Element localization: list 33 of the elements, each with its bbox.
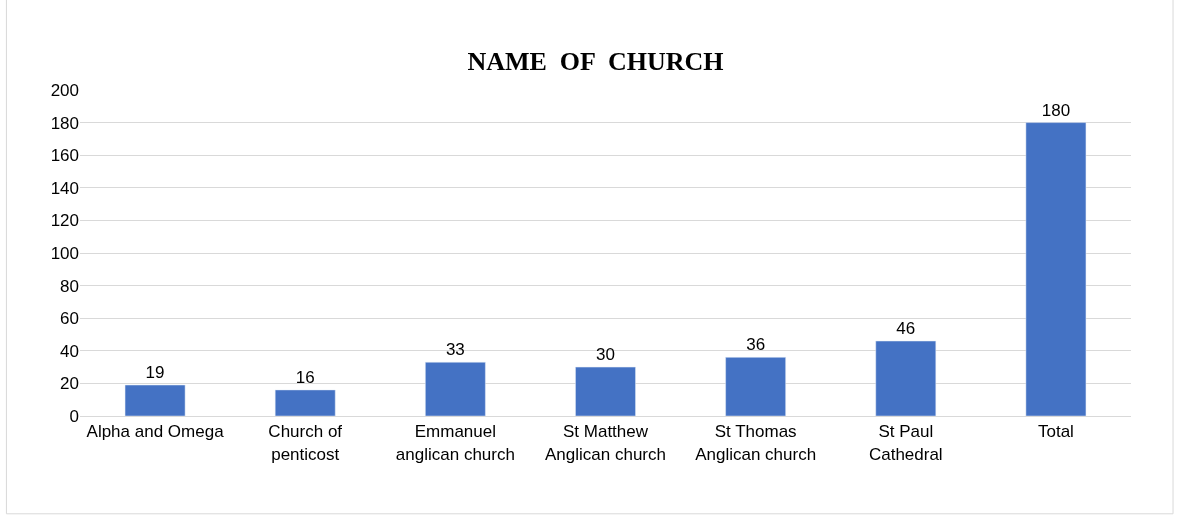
- y-tick-label: 180: [50, 113, 79, 133]
- x-tick-label: Alpha and Omega: [86, 422, 225, 442]
- x-tick-label: St Matthew Anglican church: [545, 422, 666, 464]
- x-tick-label: St Thomas Anglican church: [695, 422, 817, 464]
- data-label: 33: [445, 340, 465, 360]
- y-tick-label: 160: [50, 146, 79, 166]
- y-tick-label: 200: [50, 80, 79, 100]
- bar: [1025, 122, 1087, 416]
- bar: [575, 366, 636, 416]
- bar: [875, 340, 937, 416]
- y-tick-label: 140: [50, 178, 79, 198]
- y-tick-label: 80: [60, 276, 79, 296]
- y-tick-label: 40: [60, 341, 79, 361]
- bar: [124, 384, 186, 416]
- bar: [725, 357, 786, 416]
- data-label: 19: [145, 363, 165, 383]
- bar: [274, 389, 336, 416]
- data-label: 46: [896, 319, 916, 339]
- bar: [425, 361, 486, 416]
- data-label: 180: [1041, 100, 1071, 120]
- y-tick-label: 120: [50, 211, 79, 231]
- x-tick-label: Total: [1037, 422, 1074, 442]
- y-tick-label: 100: [50, 243, 79, 263]
- chart-title: NAME OF CHURCH: [467, 46, 724, 76]
- y-tick-label: 20: [60, 374, 79, 394]
- x-tick-label: St Paul Cathedral: [868, 422, 943, 464]
- data-label: 16: [295, 367, 315, 387]
- y-tick-label: 60: [60, 309, 79, 329]
- data-label: 36: [746, 335, 766, 355]
- x-tick-label: Church of penticost: [268, 422, 343, 464]
- data-label: 30: [596, 345, 615, 365]
- x-tick-label: Emmanuel anglican church: [395, 422, 515, 464]
- y-tick-label: 0: [69, 406, 79, 426]
